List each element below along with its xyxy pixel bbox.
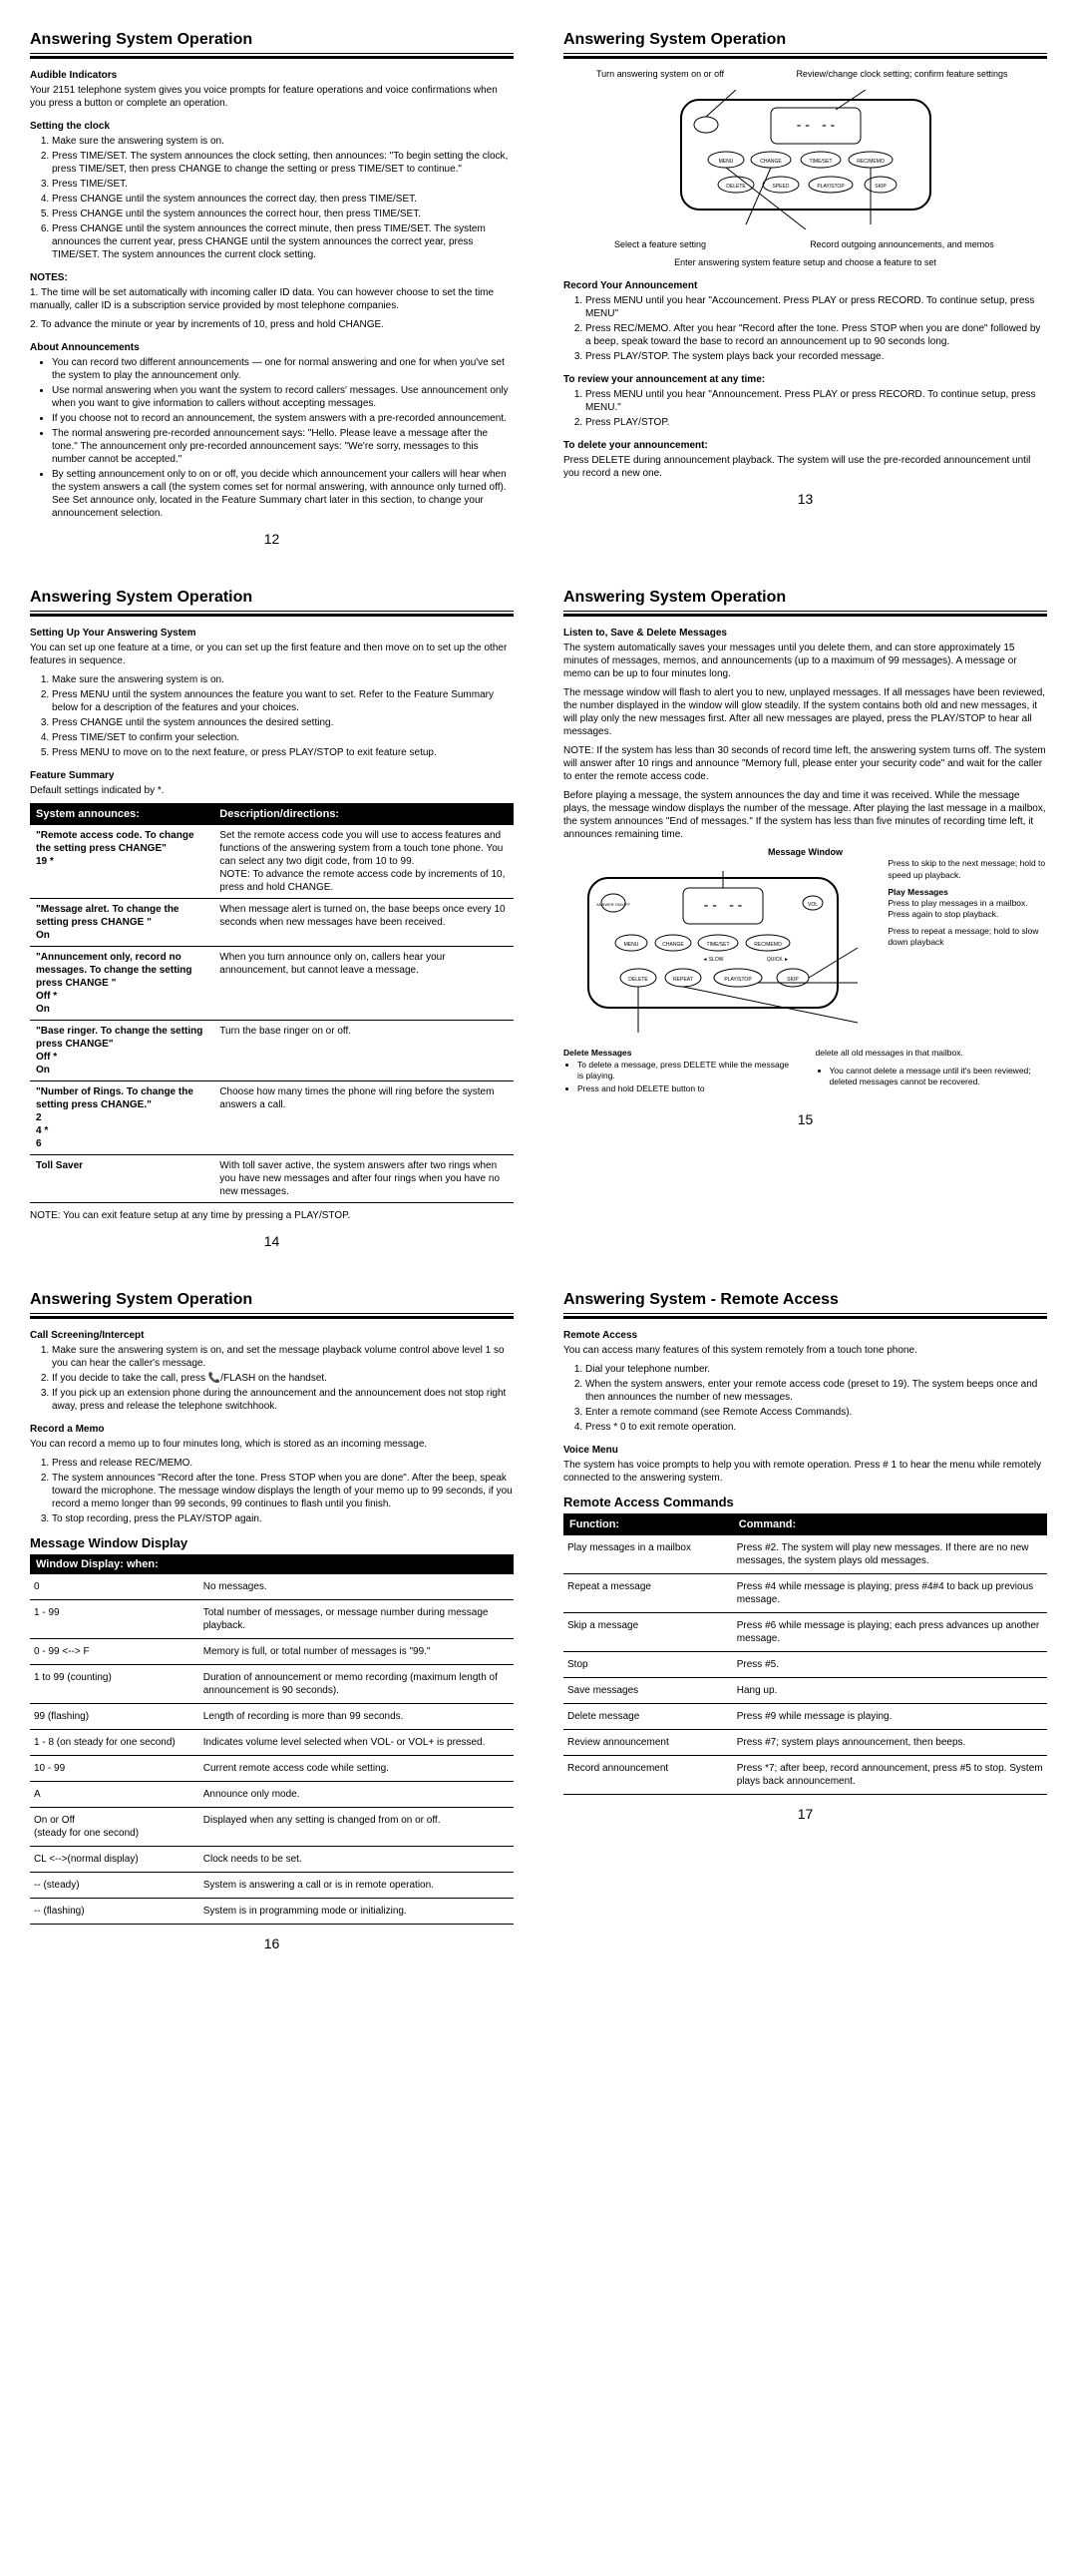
- remote-access-table: Function:Command: Play messages in a mai…: [563, 1513, 1047, 1795]
- svg-text:-- --: -- --: [702, 898, 744, 914]
- table-row: CL <-->(normal display)Clock needs to be…: [30, 1847, 514, 1873]
- page-14: Answering System Operation Setting Up Yo…: [30, 588, 514, 1250]
- audible-p: Your 2151 telephone system gives you voi…: [30, 84, 514, 110]
- table-row: "Message alret. To change the setting pr…: [30, 899, 514, 947]
- page-number: 17: [563, 1805, 1047, 1823]
- table-row: -- (steady)System is answering a call or…: [30, 1873, 514, 1899]
- table-row: Play messages in a mailboxPress #2. The …: [563, 1535, 1047, 1574]
- page-17: Answering System - Remote Access Remote …: [563, 1290, 1047, 1952]
- callout-select: Select a feature setting: [587, 239, 733, 251]
- page-13: Answering System Operation Turn answerin…: [563, 30, 1047, 548]
- svg-text:QUICK ►: QUICK ►: [767, 957, 789, 963]
- rec-list: Press MENU until you hear "Accouncement.…: [563, 294, 1047, 363]
- page-12: Answering System Operation Audible Indic…: [30, 30, 514, 548]
- svg-text:PLAY/STOP: PLAY/STOP: [724, 977, 752, 983]
- table-row: Skip a messagePress #6 while message is …: [563, 1613, 1047, 1652]
- table-row: Toll SaverWith toll saver active, the sy…: [30, 1155, 514, 1203]
- table-row: 99 (flashing)Length of recording is more…: [30, 1704, 514, 1730]
- table-row: "Number of Rings. To change the setting …: [30, 1081, 514, 1155]
- table-row: Save messagesHang up.: [563, 1678, 1047, 1704]
- table-row: 0No messages.: [30, 1574, 514, 1600]
- rec-h: Record Your Announcement: [563, 279, 1047, 292]
- del-h: To delete your announcement:: [563, 439, 1047, 452]
- rev-list: Press MENU until you hear "Announcement.…: [563, 388, 1047, 429]
- callout-onoff: Turn answering system on or off: [575, 69, 745, 81]
- table-row: Record announcementPress *7; after beep,…: [563, 1756, 1047, 1795]
- table-row: StopPress #5.: [563, 1652, 1047, 1678]
- svg-text:MENU: MENU: [623, 942, 638, 948]
- callout-repeat: Press to repeat a message; hold to slow …: [888, 926, 1047, 948]
- svg-text:SPEED: SPEED: [772, 184, 789, 190]
- page-number: 14: [30, 1232, 514, 1250]
- svg-text:REPEAT: REPEAT: [673, 977, 693, 983]
- page-number: 13: [563, 490, 1047, 508]
- svg-text:CHANGE: CHANGE: [760, 159, 782, 165]
- table-row: 1 - 99Total number of messages, or messa…: [30, 1600, 514, 1639]
- heading: Answering System Operation: [30, 30, 514, 51]
- page-number: 16: [30, 1934, 514, 1952]
- heading: Answering System Operation: [30, 1290, 514, 1311]
- svg-text:PLAY/STOP: PLAY/STOP: [817, 184, 845, 190]
- page-number: 15: [563, 1110, 1047, 1128]
- device-diagram: -- -- MENU CHANGE TIME/SET REC/MEMO DELE…: [563, 90, 1047, 229]
- page-15: Answering System Operation Listen to, Sa…: [563, 588, 1047, 1250]
- svg-text:CHANGE: CHANGE: [662, 942, 684, 948]
- callout-skip: Press to skip to the next message; hold …: [888, 858, 1047, 880]
- svg-text:REC/MEMO: REC/MEMO: [754, 942, 782, 948]
- svg-text:DELETE: DELETE: [628, 977, 648, 983]
- clock-h: Setting the clock: [30, 120, 514, 133]
- feature-summary-table: System announces:Description/directions:…: [30, 803, 514, 1203]
- heading: Answering System Operation: [563, 30, 1047, 51]
- svg-text:SKIP: SKIP: [787, 977, 799, 983]
- device-diagram-2: -- -- ANSWER ON/OFF MENU CHANGE TIME/SET…: [563, 868, 882, 1038]
- callout-record: Record outgoing announcements, and memos: [781, 239, 1023, 251]
- clock-list: Make sure the answering system is on. Pr…: [30, 135, 514, 261]
- table-row: On or Off (steady for one second)Display…: [30, 1808, 514, 1847]
- heading: Answering System Operation: [30, 588, 514, 609]
- delete-messages-h: Delete Messages: [563, 1048, 632, 1058]
- table-row: -- (flashing)System is in programming mo…: [30, 1899, 514, 1925]
- callout-clock: Review/change clock setting; confirm fea…: [769, 69, 1035, 81]
- page-16: Answering System Operation Call Screenin…: [30, 1290, 514, 1952]
- rev-h: To review your announcement at any time:: [563, 373, 1047, 386]
- remote-access-commands-h: Remote Access Commands: [563, 1495, 1047, 1511]
- table-row: "Base ringer. To change the setting pres…: [30, 1021, 514, 1081]
- message-window-label: Message Window: [563, 847, 1047, 859]
- audible-h: Audible Indicators: [30, 69, 514, 82]
- svg-text:TIME/SET: TIME/SET: [809, 159, 832, 165]
- svg-text:SKIP: SKIP: [875, 184, 887, 190]
- svg-text:REC/MEMO: REC/MEMO: [857, 159, 885, 165]
- table-row: 1 to 99 (counting)Duration of announceme…: [30, 1665, 514, 1704]
- table-row: 0 - 99 <--> FMemory is full, or total nu…: [30, 1639, 514, 1665]
- callout-menu: Enter answering system feature setup and…: [660, 257, 950, 269]
- svg-text:DELETE: DELETE: [726, 184, 746, 190]
- table-row: 1 - 8 (on steady for one second)Indicate…: [30, 1730, 514, 1756]
- table-row: "Remote access code. To change the setti…: [30, 825, 514, 899]
- callout-play: Press to play messages in a mailbox. Pre…: [888, 898, 1027, 919]
- table-row: Repeat a messagePress #4 while message i…: [563, 1574, 1047, 1613]
- table-row: Review announcementPress #7; system play…: [563, 1730, 1047, 1756]
- heading: Answering System Operation: [563, 588, 1047, 609]
- svg-text:TIME/SET: TIME/SET: [706, 942, 729, 948]
- table-row: "Annuncement only, record no messages. T…: [30, 947, 514, 1021]
- svg-text:◄ SLOW: ◄ SLOW: [702, 957, 723, 963]
- table-row: AAnnounce only mode.: [30, 1782, 514, 1808]
- page-number: 12: [30, 530, 514, 548]
- heading: Answering System - Remote Access: [563, 1290, 1047, 1311]
- message-window-display-h: Message Window Display: [30, 1535, 514, 1552]
- ann-h: About Announcements: [30, 341, 514, 354]
- ann-list: You can record two different announcemen…: [30, 356, 514, 520]
- svg-text:ANSWER ON/OFF: ANSWER ON/OFF: [596, 902, 630, 907]
- notes-h: NOTES:: [30, 271, 514, 284]
- svg-text:MENU: MENU: [718, 159, 733, 165]
- message-window-table: 0No messages. 1 - 99Total number of mess…: [30, 1574, 514, 1925]
- svg-text:-- --: -- --: [794, 118, 836, 134]
- svg-text:VOL: VOL: [808, 902, 818, 908]
- table-row: 10 - 99Current remote access code while …: [30, 1756, 514, 1782]
- table-row: Delete messagePress #9 while message is …: [563, 1704, 1047, 1730]
